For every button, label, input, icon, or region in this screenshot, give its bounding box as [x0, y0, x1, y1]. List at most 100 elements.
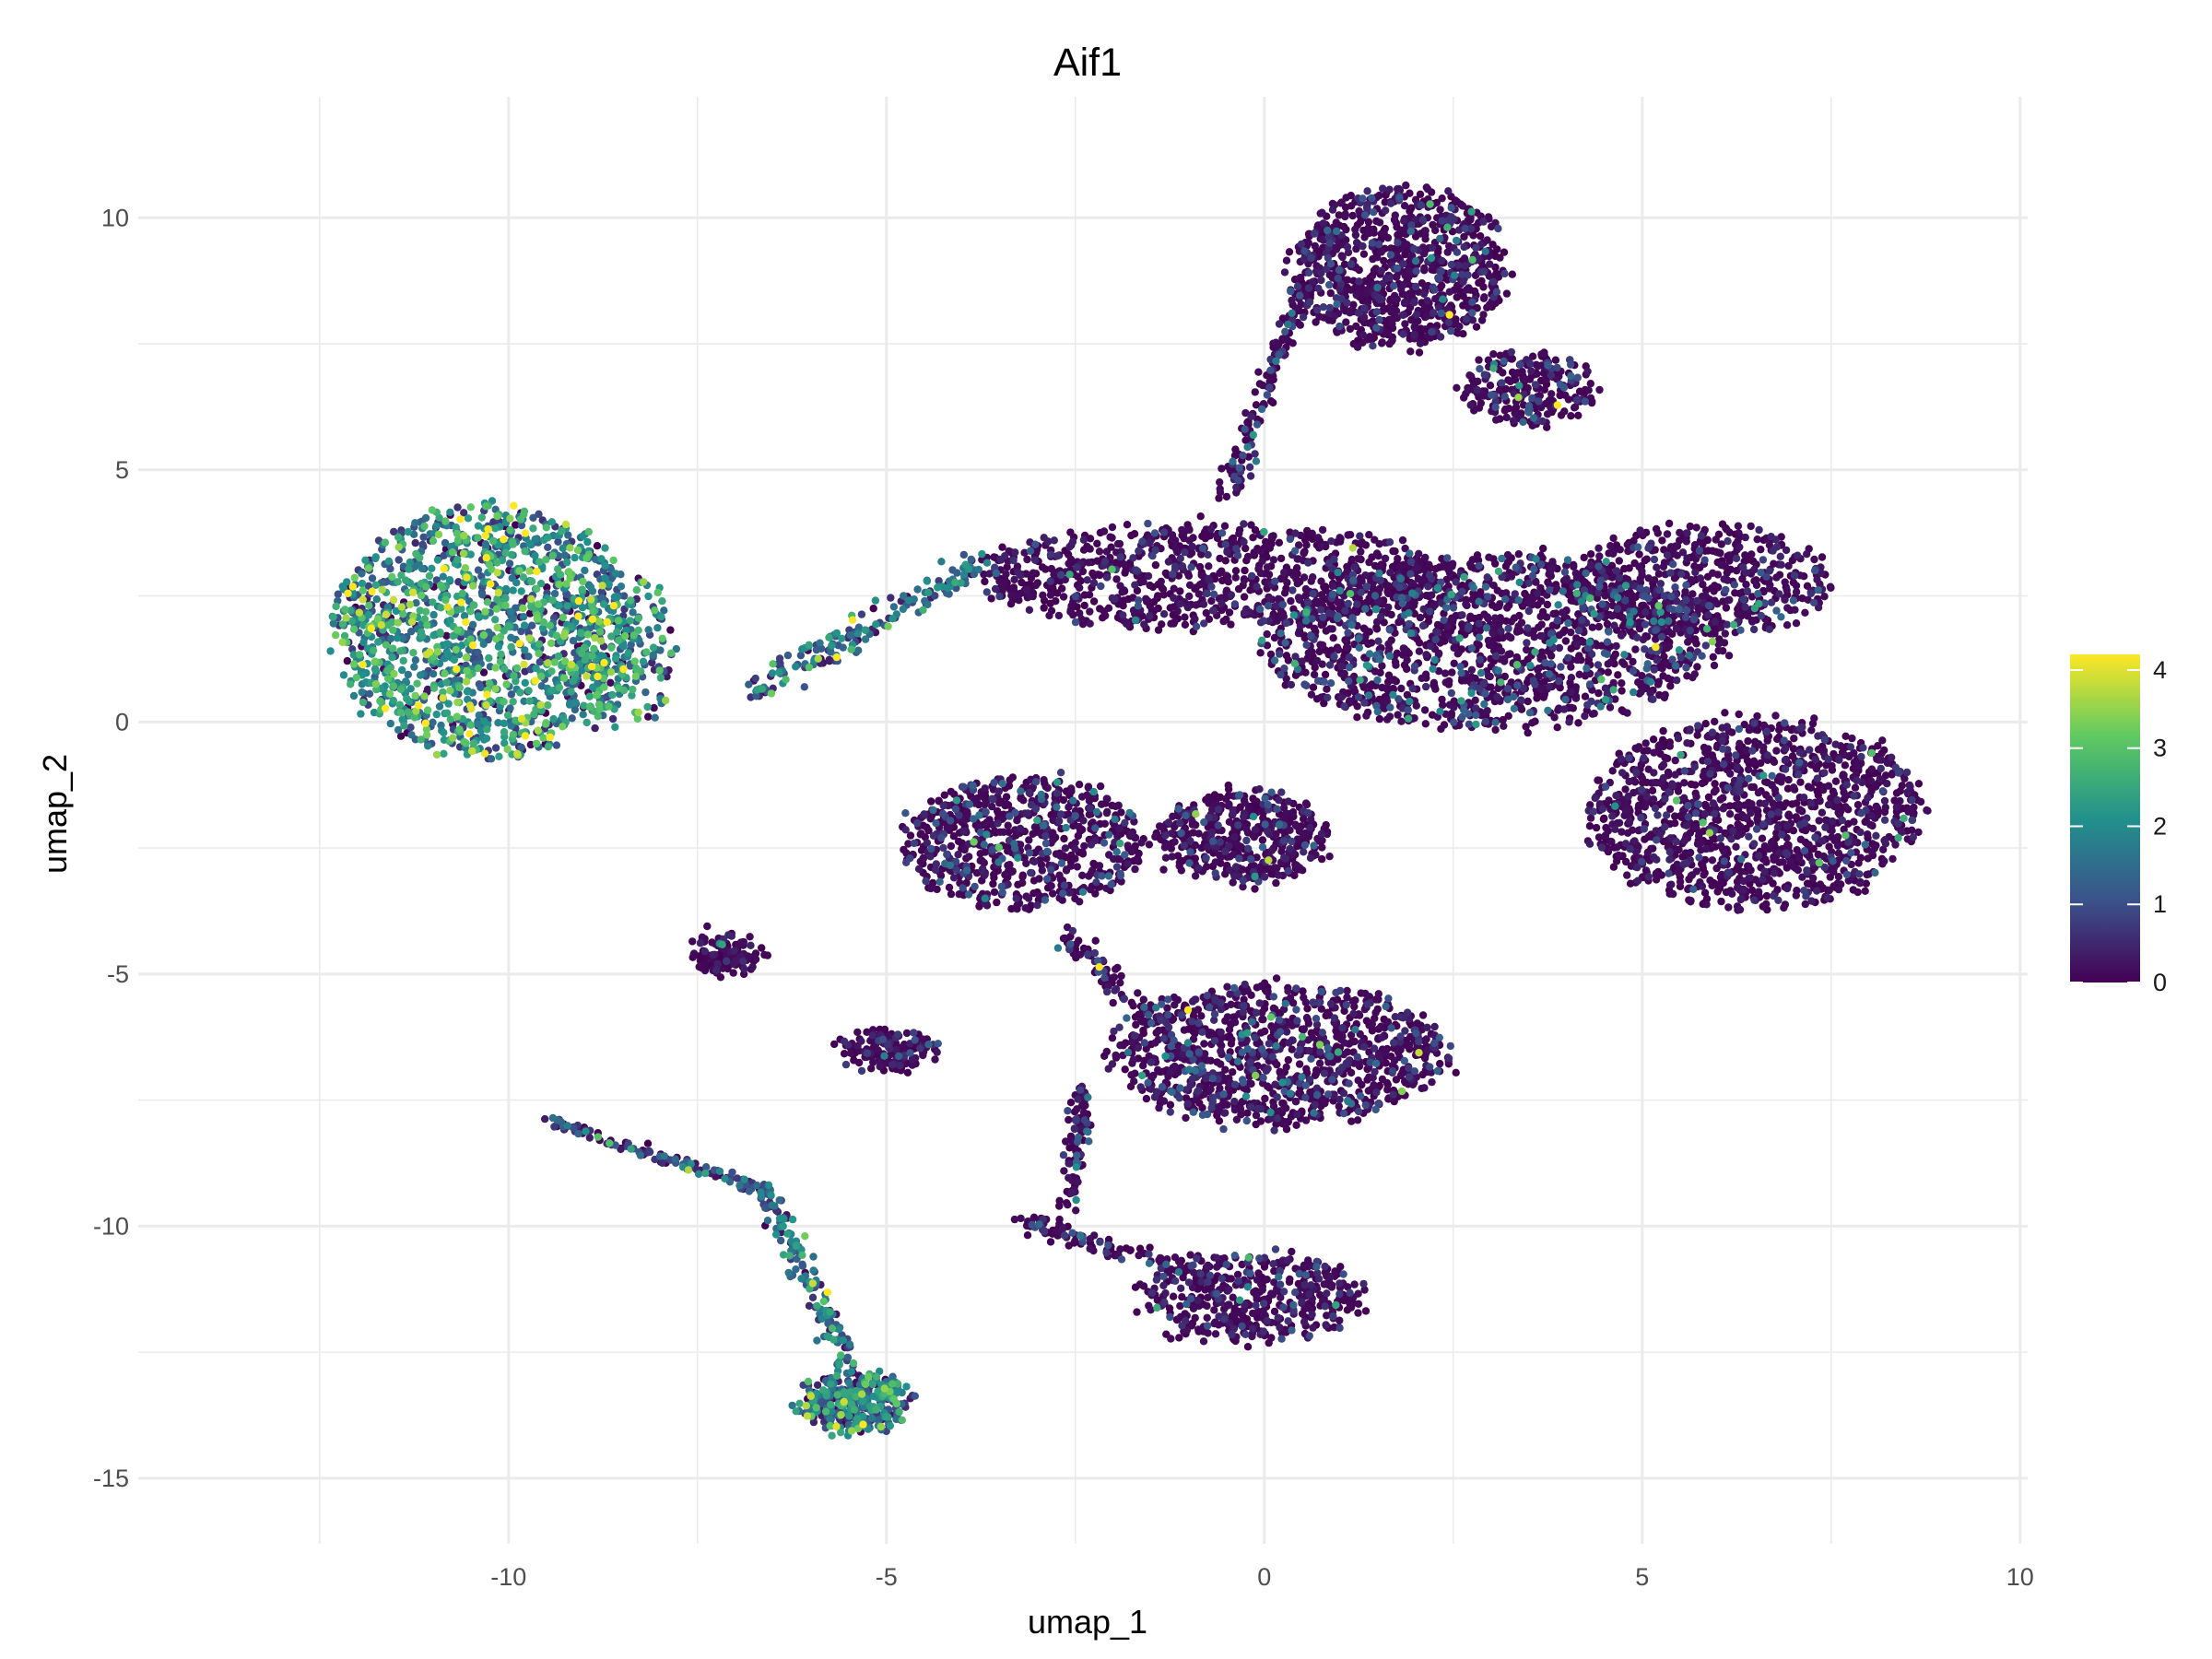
data-point [998, 543, 1006, 551]
data-point [1302, 541, 1311, 549]
data-point [1618, 679, 1626, 688]
data-point [1254, 368, 1263, 376]
data-point [990, 888, 999, 897]
data-point [1075, 781, 1084, 789]
data-point [987, 594, 995, 603]
data-point [1452, 1068, 1460, 1077]
data-points [326, 181, 1932, 1440]
data-point [1664, 674, 1672, 683]
data-point [1177, 866, 1186, 875]
data-point [1227, 620, 1235, 629]
data-point [1354, 1077, 1362, 1085]
data-point [1500, 406, 1510, 415]
data-point [1217, 1060, 1225, 1068]
data-point [1476, 626, 1485, 635]
data-point [1089, 597, 1099, 606]
data-point [1277, 554, 1286, 563]
data-point [1762, 891, 1771, 900]
data-point [1146, 1243, 1154, 1252]
data-point [1269, 398, 1277, 407]
data-point [1536, 596, 1546, 606]
data-point [1270, 633, 1279, 642]
data-point [1666, 682, 1675, 690]
data-point [1753, 815, 1761, 823]
data-point [1310, 624, 1319, 632]
data-point [1353, 702, 1361, 711]
data-point [1537, 648, 1547, 656]
data-point [1792, 891, 1801, 900]
data-point [1757, 546, 1765, 554]
data-point [1359, 624, 1369, 632]
data-point [1023, 1231, 1032, 1240]
data-point [1391, 547, 1399, 556]
data-point [1724, 903, 1733, 912]
data-point [1486, 382, 1495, 390]
data-point [1502, 289, 1512, 298]
data-point [1504, 558, 1513, 566]
data-point [606, 678, 615, 687]
data-point [1878, 736, 1887, 745]
data-point [1599, 815, 1608, 823]
data-point [1272, 974, 1281, 982]
data-point [1390, 676, 1398, 684]
data-point [1466, 612, 1475, 620]
data-point [1134, 989, 1142, 997]
data-point [1430, 678, 1439, 687]
data-point [1722, 604, 1731, 612]
data-point [1758, 834, 1767, 842]
data-point [1618, 687, 1626, 695]
data-point [1207, 596, 1216, 606]
data-point [1841, 761, 1850, 770]
data-point [1669, 889, 1677, 899]
data-point [1608, 767, 1617, 775]
data-point [1222, 492, 1231, 501]
data-point [1039, 591, 1047, 599]
data-point [1853, 801, 1863, 809]
data-point [1309, 683, 1318, 691]
data-point [1025, 836, 1033, 844]
data-point [1371, 1008, 1380, 1017]
data-point [1295, 1060, 1304, 1068]
data-point [1004, 821, 1012, 830]
data-point [1073, 863, 1082, 871]
data-point [1398, 535, 1407, 545]
data-point [854, 1058, 864, 1067]
data-point [1304, 239, 1312, 247]
data-point [1834, 873, 1843, 881]
data-point [947, 889, 956, 899]
data-point [1503, 604, 1512, 612]
data-point [1031, 581, 1041, 590]
data-point [1361, 1307, 1371, 1315]
data-point [1091, 936, 1100, 945]
data-point [1701, 720, 1710, 728]
data-point [1537, 620, 1546, 629]
data-point [1371, 561, 1380, 571]
data-point [1635, 550, 1643, 559]
data-point [343, 656, 351, 665]
data-point [442, 631, 451, 640]
data-point [1453, 329, 1463, 337]
data-point [1754, 806, 1762, 815]
data-point [1308, 535, 1317, 543]
data-point [1681, 587, 1689, 596]
data-point [1674, 787, 1683, 795]
data-point [1512, 370, 1521, 378]
data-point [1121, 1065, 1129, 1074]
data-point [902, 1029, 912, 1038]
data-point [1707, 584, 1716, 593]
data-point [1521, 589, 1529, 598]
data-point [1592, 823, 1601, 832]
data-point [1066, 1099, 1076, 1107]
data-point [1485, 553, 1493, 561]
data-point [1489, 350, 1498, 359]
data-point [703, 922, 712, 931]
data-point [1603, 619, 1612, 629]
data-point [1693, 663, 1701, 671]
data-point [1314, 597, 1324, 606]
data-point [1653, 529, 1663, 537]
data-point [593, 542, 602, 550]
data-point [1803, 582, 1812, 590]
data-point [1055, 1196, 1064, 1206]
data-point [1169, 1292, 1178, 1300]
data-point [1329, 634, 1337, 642]
